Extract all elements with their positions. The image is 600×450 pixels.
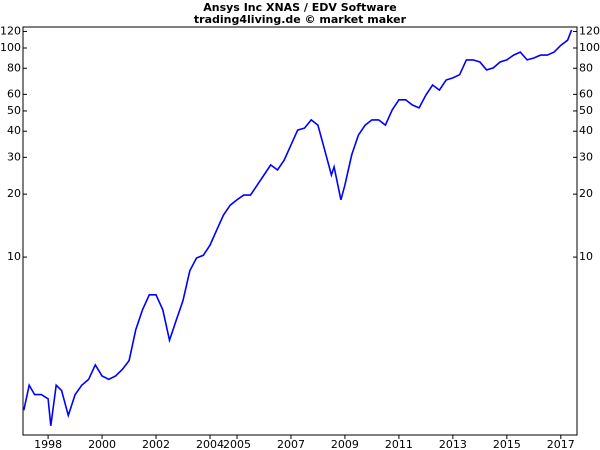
y-tick-label: 60 xyxy=(7,87,21,100)
y-tick-label: 20 xyxy=(579,187,593,200)
x-tick-label: 2007 xyxy=(277,438,305,450)
y-tick-label: 60 xyxy=(579,87,593,100)
x-tick-label: 2009 xyxy=(331,438,359,450)
y-tick-label: 50 xyxy=(7,104,21,117)
x-tick-label: 2002 xyxy=(142,438,170,450)
y-tick-label: 30 xyxy=(7,150,21,163)
x-tick-label: 1998 xyxy=(34,438,62,450)
chart-title: Ansys Inc XNAS / EDV Software xyxy=(203,1,397,14)
x-tick-label: 2004 xyxy=(196,438,224,450)
y-tick-label: 20 xyxy=(7,187,21,200)
y-tick-label: 80 xyxy=(7,61,21,74)
chart-subtitle: trading4living.de © market maker xyxy=(194,13,407,26)
plot-frame xyxy=(22,26,578,436)
y-tick-label: 120 xyxy=(579,24,600,37)
x-tick-label: 2015 xyxy=(493,438,521,450)
y-tick-label: 10 xyxy=(7,250,21,263)
price-line xyxy=(23,29,573,426)
y-tick-label: 10 xyxy=(579,250,593,263)
y-tick-label: 50 xyxy=(579,104,593,117)
y-tick-label: 40 xyxy=(579,124,593,137)
y-tick-label: 100 xyxy=(0,41,21,54)
y-tick-label: 100 xyxy=(579,41,600,54)
y-tick-label: 30 xyxy=(579,150,593,163)
x-tick-label: 2000 xyxy=(88,438,116,450)
x-tick-label: 2013 xyxy=(439,438,467,450)
x-tick-label: 2005 xyxy=(223,438,251,450)
y-tick-label: 80 xyxy=(579,61,593,74)
y-tick-label: 40 xyxy=(7,124,21,137)
x-tick-label: 2011 xyxy=(385,438,413,450)
x-tick-label: 2017 xyxy=(547,438,575,450)
y-tick-label: 120 xyxy=(0,24,21,37)
